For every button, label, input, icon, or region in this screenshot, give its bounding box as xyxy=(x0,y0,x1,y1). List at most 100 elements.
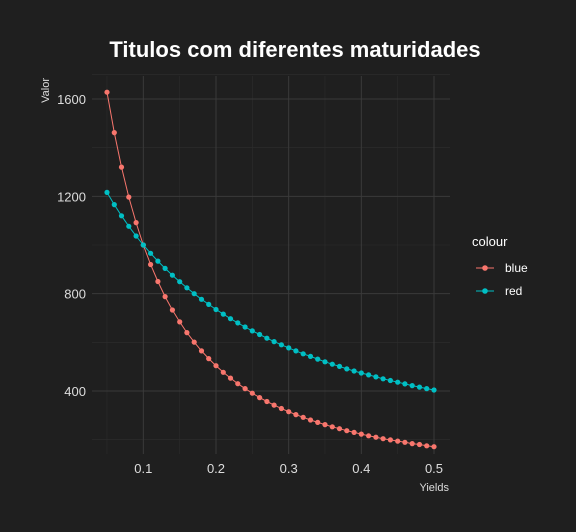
data-point xyxy=(198,348,205,354)
data-point xyxy=(286,409,292,415)
tick-labels: 0.1 0.2 0.3 0.4 0.5 400 800 1200 1600 xyxy=(57,92,443,476)
legend-key-point xyxy=(482,265,488,271)
data-point xyxy=(300,351,306,357)
data-point xyxy=(416,441,423,448)
data-point xyxy=(133,220,139,226)
data-point xyxy=(271,339,277,345)
data-point xyxy=(322,359,328,365)
data-point xyxy=(264,335,270,341)
data-point xyxy=(402,381,408,387)
data-point xyxy=(293,348,299,354)
series-layer xyxy=(104,89,437,450)
data-point xyxy=(242,386,248,392)
x-tick-label: 0.4 xyxy=(352,461,370,476)
x-tick-label: 0.2 xyxy=(207,461,225,476)
data-point xyxy=(387,437,393,443)
data-point xyxy=(184,330,190,336)
data-point xyxy=(169,307,175,313)
data-point xyxy=(133,233,139,239)
y-tick-label: 400 xyxy=(64,384,86,399)
data-point xyxy=(380,376,386,382)
data-point xyxy=(395,379,401,385)
data-point xyxy=(329,424,335,430)
data-point xyxy=(424,386,430,392)
data-point xyxy=(118,213,125,219)
data-point xyxy=(329,361,335,367)
data-point xyxy=(235,320,241,326)
data-point xyxy=(380,436,386,442)
y-axis-label: Valor xyxy=(40,78,52,103)
data-point xyxy=(387,377,393,384)
data-point xyxy=(111,130,117,136)
data-point xyxy=(148,250,154,256)
data-point xyxy=(286,345,292,351)
legend-item: blue xyxy=(476,261,528,275)
series-red xyxy=(104,189,437,393)
legend-label: blue xyxy=(505,261,528,275)
legend-key-point xyxy=(482,288,488,294)
data-point xyxy=(373,434,379,440)
data-point xyxy=(169,272,175,278)
x-tick-label: 0.3 xyxy=(280,461,298,476)
legend: colour blue red xyxy=(472,234,528,298)
data-point xyxy=(155,278,161,285)
data-point xyxy=(206,356,212,362)
data-point xyxy=(184,285,190,291)
legend-title: colour xyxy=(472,234,508,249)
data-point xyxy=(300,414,306,420)
data-point xyxy=(148,261,154,268)
data-point xyxy=(271,402,277,408)
data-point xyxy=(264,398,270,405)
data-point xyxy=(358,431,364,437)
data-point xyxy=(118,164,125,170)
data-point xyxy=(366,372,372,378)
data-point xyxy=(315,419,321,425)
data-point xyxy=(191,291,197,297)
y-tick-label: 1200 xyxy=(57,189,86,204)
data-point xyxy=(336,363,343,369)
data-point xyxy=(336,426,343,432)
data-point xyxy=(431,387,437,393)
data-point xyxy=(104,89,110,95)
data-point xyxy=(213,363,219,369)
data-point xyxy=(409,441,415,447)
data-point xyxy=(409,383,415,389)
series-line xyxy=(106,92,435,448)
data-point xyxy=(351,429,357,435)
series-blue xyxy=(104,89,437,450)
data-point xyxy=(227,316,234,322)
data-point xyxy=(155,258,161,264)
legend-label: red xyxy=(505,284,522,298)
x-tick-label: 0.1 xyxy=(134,461,152,476)
x-axis-label: Yields xyxy=(419,482,449,494)
data-point xyxy=(177,279,183,285)
data-point xyxy=(111,202,117,208)
data-point xyxy=(366,433,372,439)
data-point xyxy=(351,368,357,374)
data-point xyxy=(278,405,284,412)
data-point xyxy=(227,375,234,381)
data-point xyxy=(344,428,350,434)
data-point xyxy=(220,311,226,317)
data-point xyxy=(307,353,314,359)
data-point xyxy=(257,331,263,338)
data-point xyxy=(213,306,219,313)
data-point xyxy=(307,417,314,423)
data-point xyxy=(242,324,248,330)
data-point xyxy=(162,294,168,300)
data-point xyxy=(140,242,146,248)
data-point xyxy=(104,189,110,195)
data-point xyxy=(191,339,197,345)
data-point xyxy=(235,381,241,387)
data-point xyxy=(315,356,321,362)
data-point xyxy=(198,296,205,302)
data-point xyxy=(249,390,255,396)
data-point xyxy=(424,443,430,449)
data-point xyxy=(257,395,263,401)
grid xyxy=(92,74,450,454)
y-tick-label: 1600 xyxy=(57,92,86,107)
data-point xyxy=(220,369,226,375)
